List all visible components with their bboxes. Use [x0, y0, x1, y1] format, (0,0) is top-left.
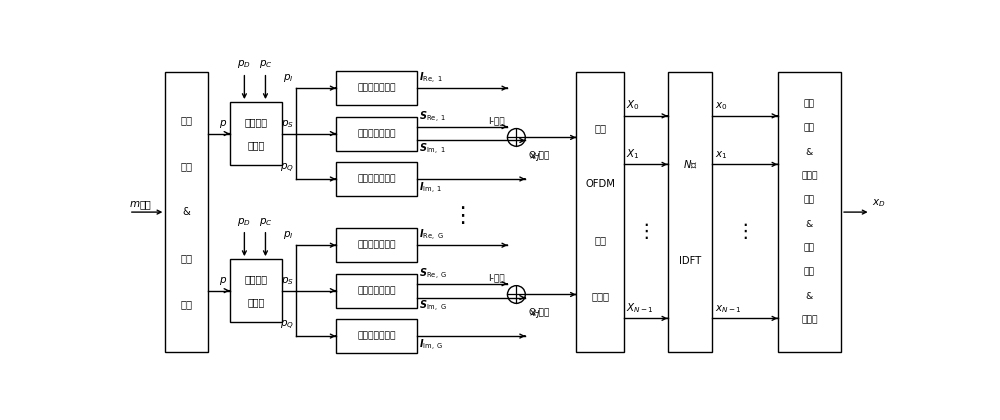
- Text: &: &: [806, 291, 813, 301]
- Text: ⋮: ⋮: [451, 206, 473, 226]
- Text: 比特: 比特: [140, 199, 151, 209]
- Text: Q-分支: Q-分支: [528, 307, 550, 316]
- Text: $p_Q$: $p_Q$: [280, 319, 294, 332]
- Text: 同相索引选择器: 同相索引选择器: [357, 84, 396, 93]
- Text: 正交索引选择器: 正交索引选择器: [357, 331, 396, 341]
- Text: &: &: [183, 207, 191, 217]
- Text: $X_1$: $X_1$: [626, 147, 640, 160]
- Text: 串并: 串并: [181, 116, 193, 126]
- Text: 数模: 数模: [804, 244, 815, 253]
- Text: $\boldsymbol{I}_{\mathrm{Im,\ G}}$: $\boldsymbol{I}_{\mathrm{Im,\ G}}$: [419, 339, 443, 354]
- Text: 并串: 并串: [804, 100, 815, 108]
- Text: $\times j$: $\times j$: [528, 150, 540, 163]
- Text: 比特: 比特: [181, 253, 193, 263]
- Bar: [230, 102, 282, 165]
- Text: I-分支: I-分支: [488, 273, 504, 282]
- Bar: [668, 72, 712, 352]
- Bar: [336, 71, 417, 105]
- Bar: [336, 319, 417, 353]
- Text: &: &: [806, 220, 813, 228]
- Text: $x_1$: $x_1$: [715, 149, 727, 160]
- Text: 信号: 信号: [594, 235, 606, 245]
- Text: 正交索引选择器: 正交索引选择器: [357, 174, 396, 184]
- Text: IDFT: IDFT: [679, 256, 701, 265]
- Text: $\boldsymbol{I}_{\mathrm{Re,\ 1}}$: $\boldsymbol{I}_{\mathrm{Re,\ 1}}$: [419, 71, 443, 86]
- Text: $x_D$: $x_D$: [872, 197, 886, 209]
- Text: 上变频: 上变频: [801, 316, 818, 325]
- Text: $N$点: $N$点: [683, 158, 697, 170]
- Bar: [576, 72, 624, 352]
- Text: $p_D$: $p_D$: [237, 215, 251, 228]
- Text: $x_{N-1}$: $x_{N-1}$: [715, 303, 742, 315]
- Text: $\boldsymbol{S}_{\mathrm{Re,\ G}}$: $\boldsymbol{S}_{\mathrm{Re,\ G}}$: [419, 267, 447, 282]
- Text: 转换: 转换: [804, 268, 815, 277]
- Text: 多维信号映射器: 多维信号映射器: [357, 286, 396, 295]
- Text: $X_0$: $X_0$: [626, 98, 640, 112]
- Text: 选择器: 选择器: [247, 140, 265, 150]
- Text: $p_S$: $p_S$: [281, 118, 294, 130]
- Text: $p$: $p$: [219, 118, 227, 130]
- Text: $p_I$: $p_I$: [283, 72, 294, 84]
- Bar: [165, 72, 208, 352]
- Text: $p_Q$: $p_Q$: [280, 162, 294, 175]
- Bar: [336, 117, 417, 150]
- Bar: [336, 228, 417, 262]
- Text: $\boldsymbol{S}_{\mathrm{Im,\ 1}}$: $\boldsymbol{S}_{\mathrm{Im,\ 1}}$: [419, 142, 446, 157]
- Text: 分组: 分组: [181, 299, 193, 309]
- Bar: [230, 259, 282, 322]
- Bar: [336, 274, 417, 307]
- Text: 转换: 转换: [804, 123, 815, 133]
- Text: 生成器: 生成器: [591, 291, 609, 301]
- Text: $\boldsymbol{I}_{\mathrm{Re,\ G}}$: $\boldsymbol{I}_{\mathrm{Re,\ G}}$: [419, 228, 444, 243]
- Text: $\boldsymbol{S}_{\mathrm{Re,\ 1}}$: $\boldsymbol{S}_{\mathrm{Re,\ 1}}$: [419, 110, 446, 125]
- Text: $p_C$: $p_C$: [259, 58, 272, 71]
- Text: 同相索引选择器: 同相索引选择器: [357, 241, 396, 250]
- Text: $\boldsymbol{I}_{\mathrm{Im,\ 1}}$: $\boldsymbol{I}_{\mathrm{Im,\ 1}}$: [419, 181, 442, 197]
- Text: OFDM: OFDM: [585, 179, 615, 189]
- Text: $m$: $m$: [129, 199, 140, 209]
- Text: 频域: 频域: [594, 123, 606, 133]
- Text: Q-分支: Q-分支: [528, 150, 550, 159]
- Text: $p_D$: $p_D$: [237, 58, 251, 71]
- Text: 转换: 转换: [181, 161, 193, 171]
- Text: 选择器: 选择器: [247, 297, 265, 307]
- Text: 维度索引: 维度索引: [244, 274, 267, 284]
- Bar: [778, 72, 841, 352]
- Text: 多维信号映射器: 多维信号映射器: [357, 129, 396, 138]
- Text: $p_S$: $p_S$: [281, 275, 294, 287]
- Text: ⋮: ⋮: [636, 222, 656, 241]
- Text: $x_0$: $x_0$: [715, 100, 727, 112]
- Text: 加循环: 加循环: [801, 171, 818, 181]
- Text: $p_I$: $p_I$: [283, 229, 294, 242]
- Text: $p$: $p$: [219, 275, 227, 287]
- Text: &: &: [806, 147, 813, 157]
- Text: ⋮: ⋮: [735, 222, 755, 241]
- Bar: [336, 162, 417, 196]
- Text: I-分支: I-分支: [488, 116, 504, 125]
- Text: $\times j$: $\times j$: [528, 307, 540, 320]
- Text: 前缀: 前缀: [804, 196, 815, 205]
- Text: $X_{N-1}$: $X_{N-1}$: [626, 301, 654, 315]
- Text: $\boldsymbol{S}_{\mathrm{Im,\ G}}$: $\boldsymbol{S}_{\mathrm{Im,\ G}}$: [419, 299, 447, 314]
- Text: 维度索引: 维度索引: [244, 117, 267, 127]
- Text: $p_C$: $p_C$: [259, 215, 272, 228]
